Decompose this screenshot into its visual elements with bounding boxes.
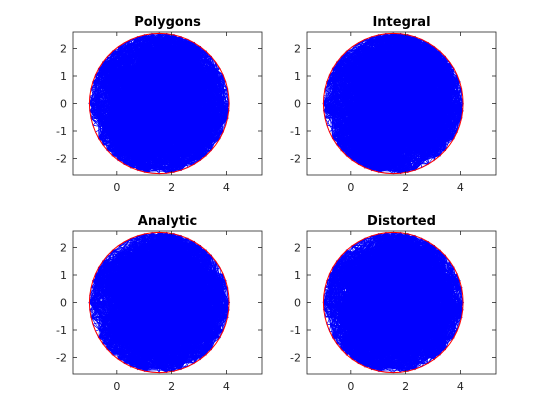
- mesh: [88, 32, 230, 175]
- subplot-title: Polygons: [134, 15, 201, 30]
- y-tick-label: 2: [60, 43, 67, 56]
- x-tick-label: 0: [113, 181, 120, 194]
- y-tick-label: -1: [56, 125, 67, 138]
- y-tick-label: 1: [60, 70, 67, 83]
- y-tick-label: 0: [60, 98, 67, 111]
- x-tick-label: 4: [223, 181, 230, 194]
- x-tick-label: 2: [168, 181, 175, 194]
- y-tick-label: -2: [56, 153, 67, 166]
- subplot-1: 0 2 4 -2 -1 0 1 2 Polygons: [56, 15, 263, 194]
